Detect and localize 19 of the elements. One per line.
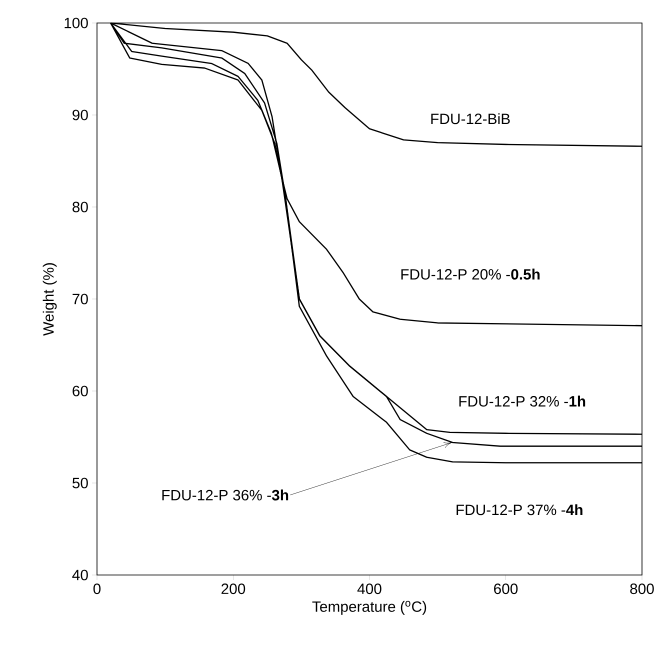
text: FDU-12-P 36% -3h bbox=[162, 489, 288, 500]
x-tick-label: 400 bbox=[357, 583, 382, 594]
y-tick-label: 80 bbox=[72, 202, 88, 212]
y-tick-label: 40 bbox=[72, 570, 88, 580]
x-tick-label: 200 bbox=[222, 583, 246, 594]
series-label: FDU-12-BiB bbox=[431, 113, 510, 124]
y-axis-title: Weight (%) bbox=[42, 263, 57, 336]
y-tick-label: 60 bbox=[72, 386, 88, 396]
text: FDU-12-P 37% -4h bbox=[456, 504, 582, 516]
series-label: FDU-12-P 32% -1h bbox=[459, 396, 586, 407]
y-tick-label: 50 bbox=[72, 478, 88, 488]
x-tick-label: 0 bbox=[93, 583, 101, 594]
y-tick-label: 100 bbox=[64, 18, 88, 28]
y-tick-label: 70 bbox=[72, 294, 88, 304]
x-tick-label: 800 bbox=[630, 583, 654, 594]
x-tick-label: 600 bbox=[494, 583, 518, 594]
text: FDU-12-P 20% -0.5h bbox=[401, 268, 540, 280]
x-axis-title: Temperature ($^{o}$C) bbox=[312, 600, 426, 615]
y-tick-label: 90 bbox=[72, 110, 88, 120]
